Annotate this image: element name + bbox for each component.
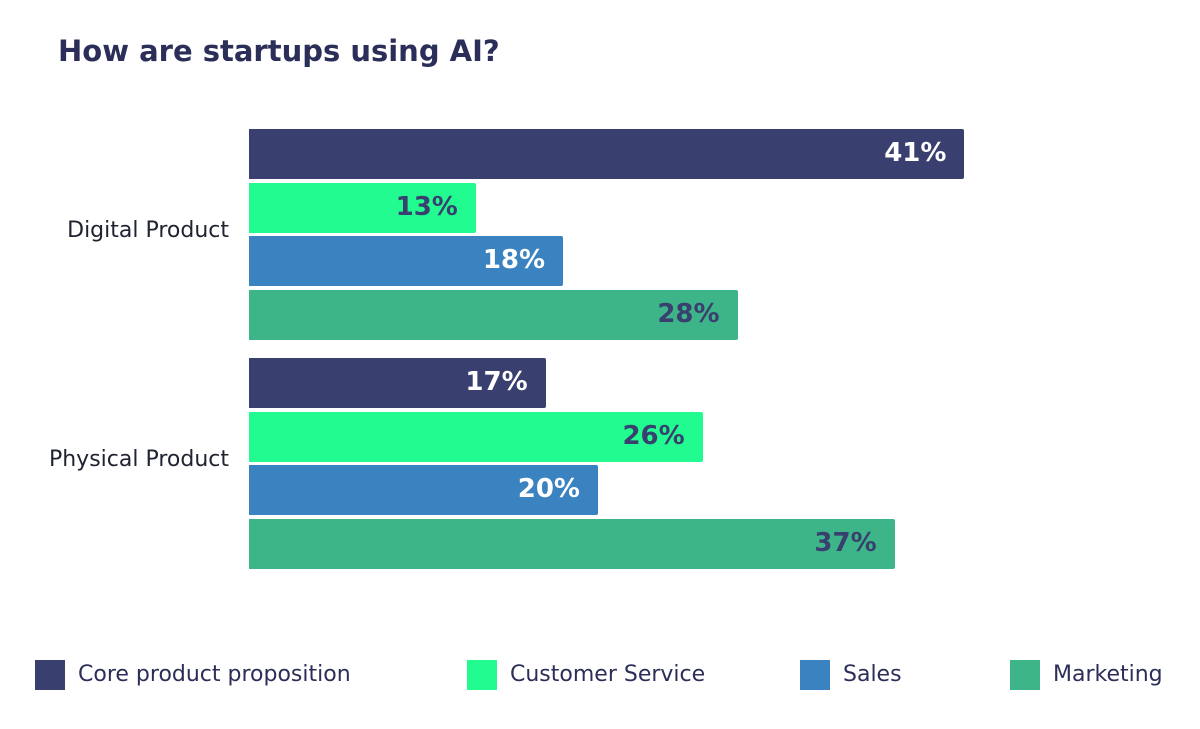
legend-label: Customer Service <box>510 662 706 687</box>
bar <box>249 236 564 286</box>
bar <box>249 289 738 340</box>
category-label: Physical Product <box>48 447 229 472</box>
bar <box>249 518 895 569</box>
legend-label: Core product proposition <box>78 662 351 687</box>
data-label: 37% <box>814 527 877 558</box>
data-label: 18% <box>482 245 546 275</box>
category-label: Digital Product <box>67 218 229 243</box>
data-label: 28% <box>657 298 720 329</box>
legend-label: Sales <box>843 662 902 687</box>
data-label: 13% <box>395 191 458 222</box>
bar <box>249 182 476 233</box>
legend-label: Marketing <box>1053 662 1163 687</box>
bar <box>249 411 703 462</box>
data-label: 20% <box>517 474 580 504</box>
data-label: 17% <box>465 367 528 397</box>
data-label: 41% <box>884 138 947 168</box>
bar <box>249 358 546 408</box>
bar <box>249 129 965 179</box>
data-label: 26% <box>622 420 685 451</box>
chart-title: How are startups using AI? <box>58 34 500 68</box>
legend-swatch <box>800 660 830 690</box>
legend-swatch <box>467 660 497 690</box>
bar <box>249 465 598 515</box>
legend-swatch <box>35 660 65 690</box>
legend-swatch <box>1010 660 1040 690</box>
